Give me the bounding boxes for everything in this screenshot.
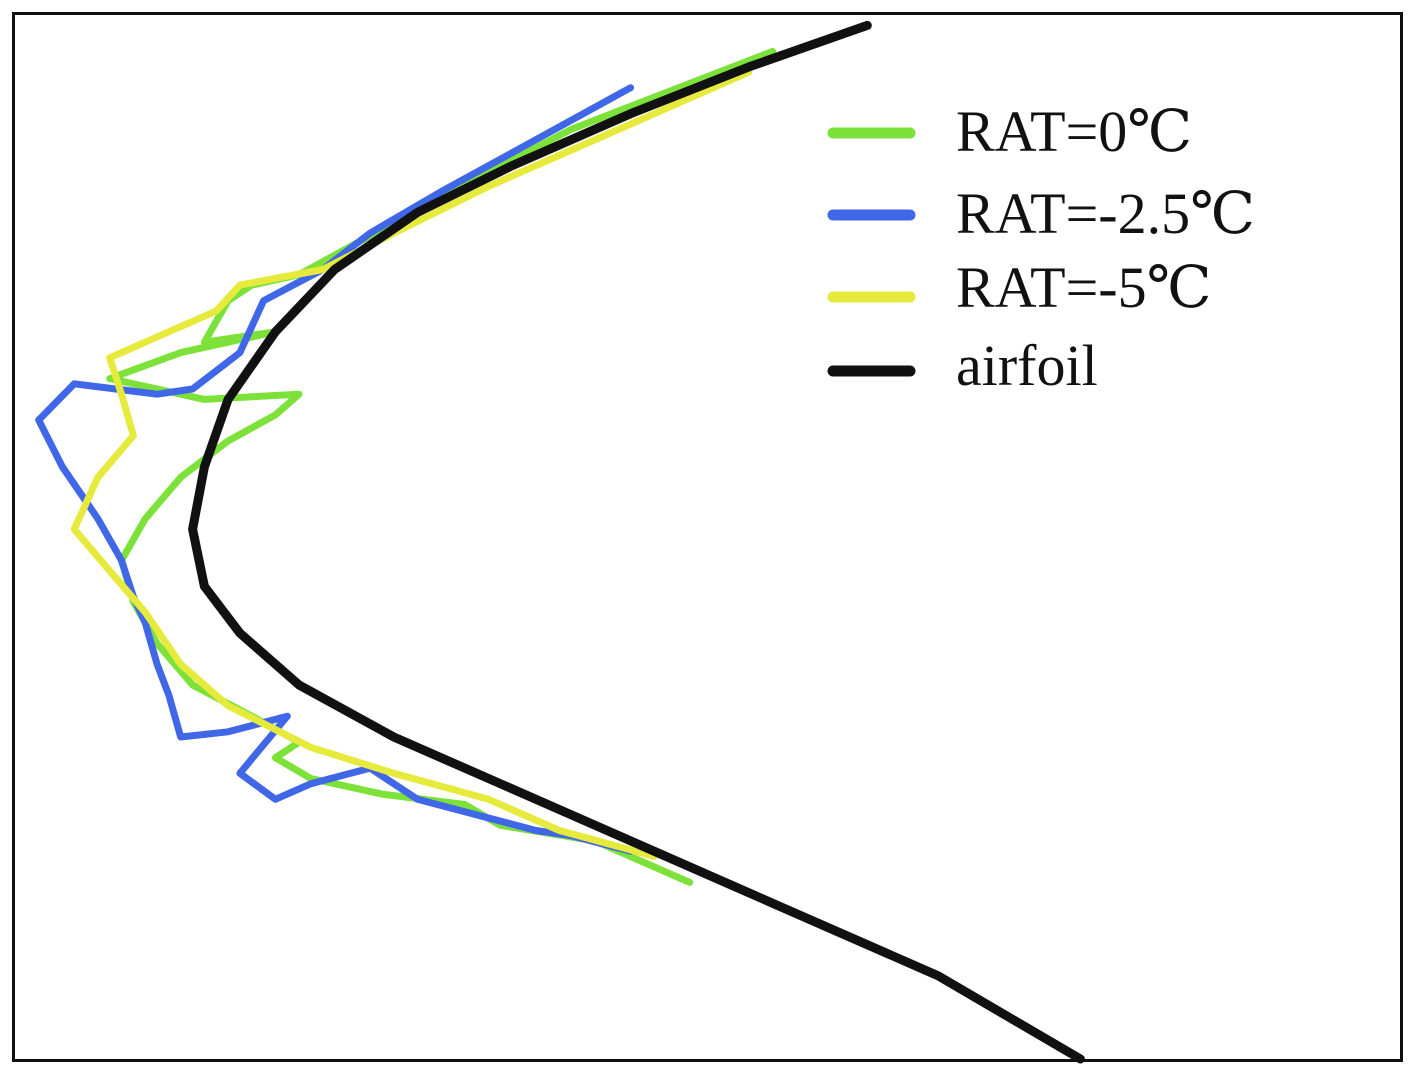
series-line-2 bbox=[70, 68, 753, 860]
chart-frame bbox=[12, 12, 1403, 1062]
legend-label-rat-minus-2-5: RAT=-2.5℃ bbox=[956, 181, 1255, 246]
series-layer bbox=[35, 20, 1085, 1064]
series-line-1 bbox=[35, 84, 635, 855]
legend: RAT=0℃ RAT=-2.5℃ RAT=-5℃ airfoil bbox=[827, 99, 1255, 398]
legend-label-rat-0: RAT=0℃ bbox=[956, 99, 1192, 164]
legend-label-airfoil: airfoil bbox=[956, 333, 1098, 398]
series-line-3 bbox=[188, 20, 1085, 1064]
legend-label-rat-minus-5: RAT=-5℃ bbox=[956, 255, 1211, 320]
